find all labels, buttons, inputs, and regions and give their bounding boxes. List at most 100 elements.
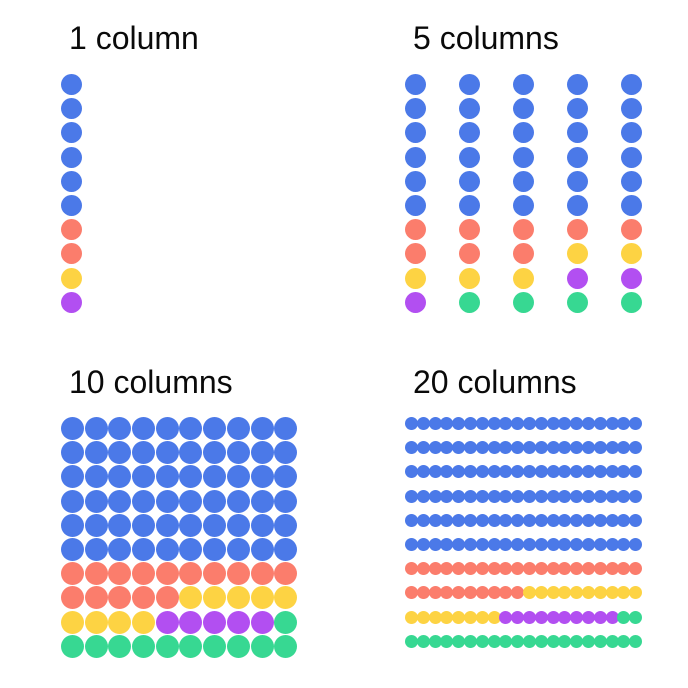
waffle-dot-green	[155, 634, 179, 658]
waffle-dot-blue	[61, 417, 84, 440]
waffle-dot-purple	[155, 610, 179, 634]
waffle-dot-yellow	[61, 610, 84, 634]
waffle-dot-blue	[274, 417, 298, 440]
waffle-dot-blue	[513, 74, 534, 95]
waffle-dot-yellow	[513, 267, 534, 289]
waffle-dot-blue	[226, 441, 250, 465]
waffle-dot-blue	[570, 465, 584, 479]
waffle-dot-blue	[416, 513, 430, 527]
waffle-dot-blue	[522, 465, 536, 479]
waffle-dot-green	[513, 291, 534, 313]
waffle-dot-blue	[621, 74, 642, 95]
waffle-dot-blue	[155, 417, 179, 440]
waffle-dot-salmon	[61, 562, 84, 586]
waffle-dot-blue	[250, 537, 274, 561]
waffle-dot-blue	[226, 513, 250, 537]
waffle-dot-salmon	[558, 562, 572, 576]
waffle-dot-blue	[629, 465, 643, 479]
waffle-dot-green	[617, 610, 631, 624]
waffle-dot-blue	[179, 465, 203, 489]
waffle-dot-purple	[179, 610, 203, 634]
waffle-dot-blue	[440, 465, 454, 479]
waffle-dot-green	[108, 634, 132, 658]
waffle-dot-blue	[546, 513, 560, 527]
waffle-dot-salmon	[459, 243, 480, 265]
waffle-dot-blue	[499, 513, 513, 527]
waffle-dot-yellow	[428, 610, 442, 624]
waffle-dot-blue	[274, 489, 298, 513]
waffle-dot-blue	[274, 465, 298, 489]
waffle-dot-blue	[629, 513, 643, 527]
waffle-dot-purple	[405, 291, 426, 313]
waffle-dot-yellow	[203, 586, 227, 610]
waffle-dot-blue	[511, 513, 525, 527]
waffle-dot-blue	[567, 122, 588, 144]
waffle-dot-purple	[203, 610, 227, 634]
waffle-dot-blue	[405, 194, 426, 216]
waffle-dot-green	[617, 634, 631, 648]
waffle-dot-salmon	[203, 562, 227, 586]
waffle-dot-yellow	[416, 610, 430, 624]
waffle-dot-blue	[203, 417, 227, 440]
waffle-dot-blue	[513, 122, 534, 144]
waffle-dot-blue	[250, 441, 274, 465]
waffle-dot-blue	[440, 441, 454, 455]
waffle-dot-salmon	[250, 562, 274, 586]
waffle-dot-salmon	[452, 586, 466, 600]
waffle-dot-salmon	[475, 562, 489, 576]
waffle-dot-purple	[534, 610, 548, 624]
waffle-dot-blue	[108, 513, 132, 537]
waffle-dot-blue	[617, 513, 631, 527]
waffle-dot-blue	[511, 417, 525, 430]
waffle-dot-yellow	[487, 610, 501, 624]
waffle-dot-blue	[570, 417, 584, 430]
waffle-dot-salmon	[84, 586, 108, 610]
waffle-dot-blue	[546, 465, 560, 479]
waffle-dot-blue	[179, 489, 203, 513]
waffle-dot-blue	[629, 417, 643, 430]
waffle-dot-blue	[452, 513, 466, 527]
waffle-dot-blue	[581, 441, 595, 455]
waffle-dot-blue	[452, 537, 466, 551]
waffle-dot-blue	[567, 170, 588, 192]
waffle-dot-salmon	[132, 586, 156, 610]
waffle-dot-salmon	[155, 586, 179, 610]
waffle-dot-green	[179, 634, 203, 658]
waffle-dot-blue	[558, 441, 572, 455]
waffle-dot-blue	[250, 465, 274, 489]
waffle-dot-salmon	[475, 586, 489, 600]
waffle-dot-blue	[132, 513, 156, 537]
waffle-dot-blue	[581, 417, 595, 430]
waffle-dot-salmon	[487, 586, 501, 600]
waffle-dot-blue	[459, 98, 480, 120]
waffle-dot-blue	[61, 122, 82, 144]
waffle-dot-salmon	[513, 219, 534, 241]
waffle-dot-salmon	[84, 562, 108, 586]
waffle-dot-blue	[475, 513, 489, 527]
waffle-dot-blue	[428, 513, 442, 527]
waffle-dot-blue	[522, 417, 536, 430]
waffle-dot-blue	[452, 489, 466, 503]
waffle-dot-yellow	[546, 586, 560, 600]
waffle-dot-blue	[522, 441, 536, 455]
waffle-dot-blue	[132, 489, 156, 513]
waffle-dot-blue	[475, 417, 489, 430]
waffle-dot-blue	[61, 98, 82, 120]
waffle-dot-green	[463, 634, 477, 648]
waffle-dot-purple	[621, 267, 642, 289]
waffle-dot-blue	[203, 537, 227, 561]
waffle-dot-green	[593, 634, 607, 648]
waffle-dot-blue	[416, 417, 430, 430]
waffle-dot-salmon	[570, 562, 584, 576]
waffle-dot-blue	[428, 537, 442, 551]
waffle-dot-blue	[617, 417, 631, 430]
waffle-dot-yellow	[593, 586, 607, 600]
waffle-dot-green	[459, 291, 480, 313]
waffle-dot-blue	[61, 513, 84, 537]
waffle-dot-blue	[513, 194, 534, 216]
waffle-dot-blue	[155, 513, 179, 537]
waffle-dot-blue	[61, 465, 84, 489]
chart-5-columns: 5 columns	[344, 0, 688, 344]
waffle-dot-salmon	[463, 562, 477, 576]
